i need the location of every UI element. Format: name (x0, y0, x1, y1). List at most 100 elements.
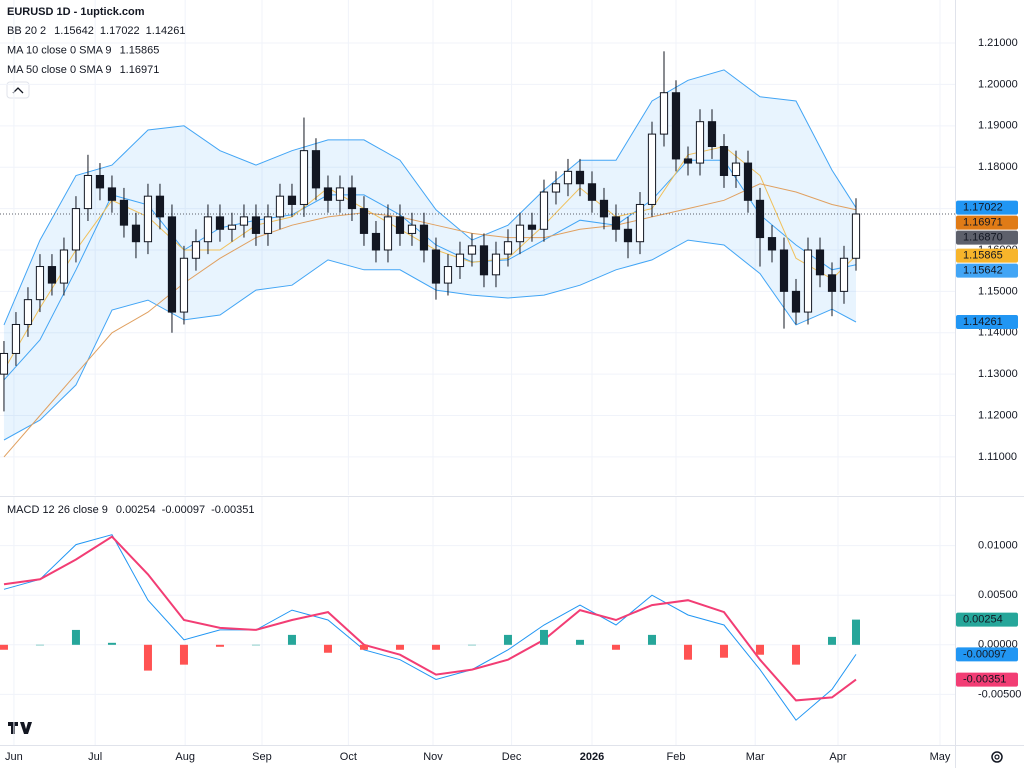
macd-line (3, 534, 857, 721)
histogram-bar (851, 619, 860, 645)
indicator-name: MACD 12 26 close 9 (7, 504, 108, 516)
candle-body (35, 266, 45, 301)
y-tick-label: 1.20000 (978, 78, 1018, 90)
settings-button[interactable] (991, 751, 1003, 763)
candle-body (659, 92, 669, 135)
candle-body (695, 121, 705, 164)
price-badge (956, 314, 1018, 329)
x-tick-label: Dec (502, 751, 522, 763)
price-badge-label: 1.16870 (963, 232, 1003, 244)
histogram-bar (755, 644, 764, 655)
candle-body (803, 249, 813, 313)
candle-body (827, 274, 837, 292)
price-badge (956, 215, 1018, 230)
candle-body (251, 216, 261, 234)
indicator-line (3, 183, 857, 458)
candle-body (575, 170, 585, 185)
candle-body (455, 253, 465, 268)
y-tick-label: 1.19000 (978, 120, 1018, 132)
grid-layer (0, 0, 955, 745)
histogram-bar (611, 644, 620, 650)
histogram-bar (215, 644, 224, 647)
gear-hub (994, 754, 1000, 760)
candle-body (503, 241, 513, 255)
band-fill (3, 69, 856, 440)
histogram-bar (107, 642, 116, 645)
price-badge-label: -0.00351 (963, 674, 1006, 686)
candle-body (347, 187, 357, 210)
histogram-bar (0, 644, 8, 650)
candle-body (419, 224, 429, 251)
y-tick-label: 1.12000 (978, 409, 1018, 421)
candle-body (467, 245, 477, 255)
candle-body (23, 299, 33, 325)
histogram-bar (71, 629, 80, 645)
y-tick-label: 1.15000 (978, 285, 1018, 297)
candle-body (203, 216, 213, 243)
candle-body (215, 216, 225, 230)
y-tick-label: 1.13000 (978, 368, 1018, 380)
price-badge-label: 1.15865 (963, 249, 1003, 261)
candle-body (479, 245, 489, 276)
x-tick-label: May (930, 751, 951, 763)
candle-body (599, 199, 609, 218)
price-badge-label: -0.00097 (963, 648, 1006, 660)
candle-body (623, 228, 633, 243)
indicator-value: 1.16971 (120, 64, 160, 76)
y-tick-label: 1.14000 (978, 327, 1018, 339)
histogram-bar (395, 644, 404, 650)
candle-body (491, 253, 501, 276)
candle-body (755, 199, 765, 239)
gear-ring (991, 751, 1003, 763)
collapse-button[interactable] (6, 81, 30, 99)
histogram-bar (143, 644, 152, 671)
candle-body (407, 224, 417, 234)
collapse-button-box[interactable] (6, 81, 30, 99)
indicator-name: MA 10 close 0 SMA 9 (7, 44, 112, 56)
candle-body (767, 237, 777, 251)
histogram-bar (719, 644, 728, 658)
price-badge (956, 230, 1018, 245)
histogram-bar (539, 629, 548, 645)
candle-body (263, 216, 273, 234)
histogram-bar (467, 644, 476, 646)
x-tick-label: Sep (252, 751, 272, 763)
indicator-value: 1.15642 (54, 25, 94, 37)
histogram-bar (575, 639, 584, 645)
y-tick-label: 1.21000 (978, 37, 1018, 49)
candle-body (539, 191, 549, 230)
ui-layer: Jun Jul Aug Sep Oct Nov Dec 2026 Feb Mar Apr May 1.1… (5, 6, 1021, 763)
price-badge-label: 0.00254 (963, 614, 1003, 626)
candle-body (551, 183, 561, 193)
candle-body (11, 323, 21, 354)
x-tick-label: Mar (746, 751, 765, 763)
histogram-bar (791, 644, 800, 665)
histogram-bar (35, 644, 44, 646)
candle-body (335, 187, 345, 201)
candle-body (167, 216, 177, 313)
candle-body (383, 216, 393, 251)
candle-body (299, 150, 309, 205)
candle-body (527, 224, 537, 230)
candle-body (815, 249, 825, 276)
histogram-bar (287, 634, 296, 645)
fill-layer (3, 69, 856, 440)
price-badge (956, 263, 1018, 278)
price-badge (956, 248, 1018, 263)
candle-body (371, 232, 381, 251)
candle-body (731, 162, 741, 176)
indicator-value: 1.14261 (146, 25, 186, 37)
candle-body (779, 249, 789, 292)
candle-body (635, 203, 645, 243)
price-badge-label: 1.14261 (963, 316, 1003, 328)
indicator-value: 1.17022 (100, 25, 140, 37)
price-badge-label: 1.16971 (963, 217, 1003, 229)
candle-body (287, 195, 297, 205)
x-tick-label: Jul (88, 751, 102, 763)
price-badge (956, 647, 1018, 662)
candle-body (563, 170, 573, 185)
y-tick-label: 1.18000 (978, 161, 1018, 173)
candle-body (515, 224, 525, 243)
candle-body (131, 224, 141, 243)
